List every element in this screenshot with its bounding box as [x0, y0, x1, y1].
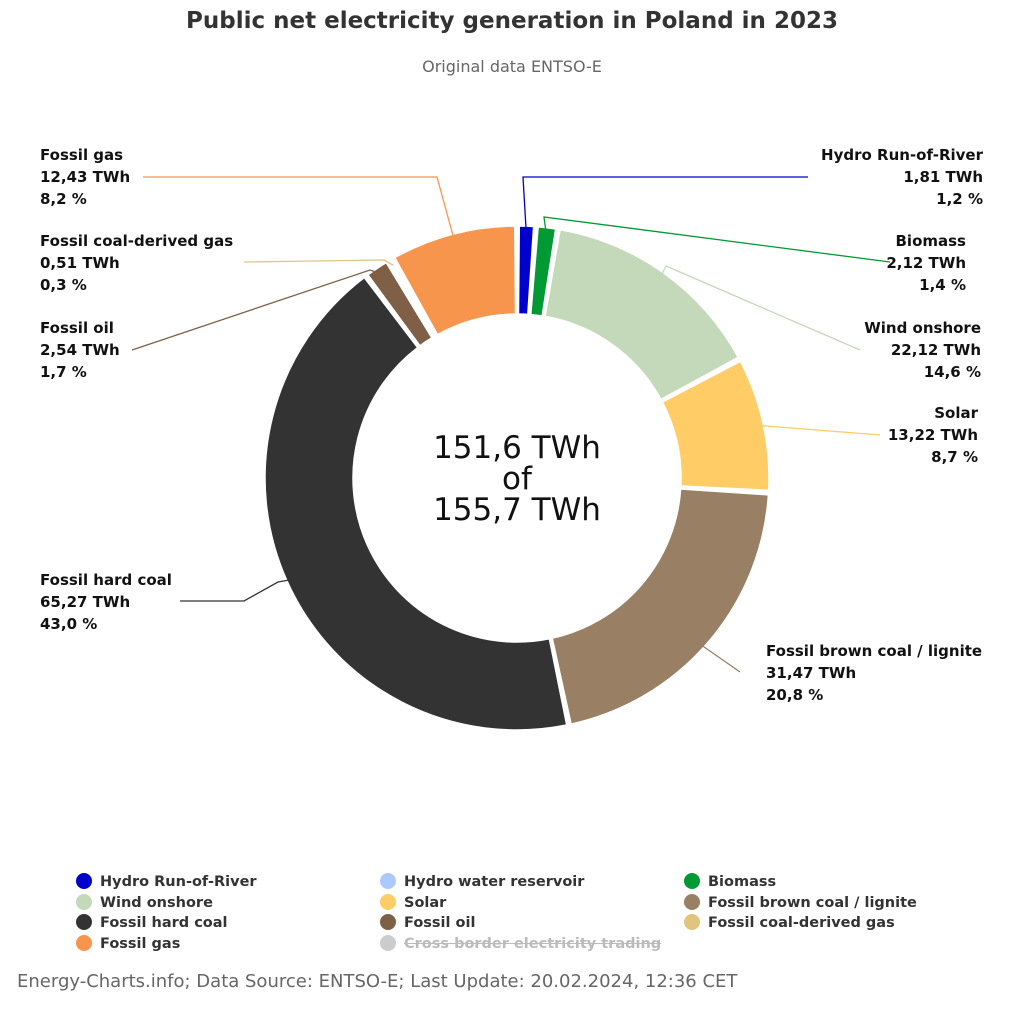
connector-fossil-hard-coal: [180, 578, 293, 602]
connector-hydro-run-of-river: [522, 176, 808, 233]
legend-marker-icon: [684, 873, 700, 889]
label-solar: Solar 13,22 TWh 8,7 %: [888, 404, 979, 466]
slice-solar[interactable]: [661, 360, 770, 492]
center-total-text: 151,6 TWh of 155,7 TWh: [433, 430, 601, 528]
legend-item-hydro-water-reservoir[interactable]: Hydro water reservoir: [380, 873, 584, 890]
legend-label: Fossil gas: [100, 935, 181, 952]
legend-item-hydro-run-of-river[interactable]: Hydro Run-of-River: [76, 873, 257, 890]
legend-label: Fossil oil: [404, 915, 476, 931]
connector-wind-onshore: [659, 265, 861, 351]
legend-marker-icon: [76, 873, 92, 889]
connector-solar: [757, 424, 881, 436]
connector-fossil-oil: [131, 269, 381, 351]
slice-fossil-brown-coal-lignite[interactable]: [551, 488, 770, 725]
legend-item-cross-border-electricity-trading[interactable]: Cross border electricity trading: [380, 934, 662, 952]
legend-item-biomass[interactable]: Biomass: [684, 873, 776, 890]
connector-fossil-gas: [143, 176, 455, 241]
legend-marker-icon: [76, 893, 92, 910]
label-fossil-coal-derived-gas: Fossil coal-derived gas 0,51 TWh 0,3 %: [40, 232, 233, 294]
legend-marker-icon: [684, 893, 700, 910]
label-hydro-run-of-river: Hydro Run-of-River 1,81 TWh 1,2 %: [821, 146, 984, 208]
legend-label: Fossil brown coal / lignite: [708, 894, 917, 911]
connector-fossil-brown-coal-lignite: [695, 637, 741, 673]
legend-marker-icon: [684, 914, 700, 930]
footer-credits: Energy-Charts.info; Data Source: ENTSO-E…: [17, 971, 738, 992]
slice-fossil-coal-derived-gas[interactable]: [389, 259, 436, 338]
label-fossil-oil: Fossil oil 2,54 TWh 1,7 %: [40, 319, 120, 381]
legend-label: Solar: [404, 894, 447, 911]
chart-subtitle: Original data ENTSO-E: [422, 57, 602, 76]
legend-label: Hydro water reservoir: [404, 874, 585, 890]
legend-label: Biomass: [708, 874, 777, 890]
legend-item-fossil-coal-derived-gas[interactable]: Fossil coal-derived gas: [684, 914, 895, 931]
legend-label: Cross border electricity trading: [404, 935, 662, 952]
label-fossil-gas: Fossil gas 12,43 TWh 8,2 %: [40, 146, 130, 208]
legend-item-fossil-brown-coal-lignite[interactable]: Fossil brown coal / lignite: [684, 893, 917, 911]
donut-chart: Hydro Run-of-River 1,81 TWh 1,2 % Biomass 2,…: [40, 146, 984, 731]
label-wind-onshore: Wind onshore 22,12 TWh 14,6 %: [864, 319, 981, 381]
legend-item-fossil-oil[interactable]: Fossil oil: [380, 914, 475, 931]
legend-marker-icon: [380, 893, 396, 910]
legend-marker-icon: [380, 873, 396, 889]
connector-fossil-coal-derived-gas: [243, 259, 394, 266]
legend-marker-icon: [76, 914, 92, 930]
legend-label: Fossil hard coal: [100, 915, 228, 931]
legend-item-wind-onshore[interactable]: Wind onshore: [76, 893, 213, 911]
slice-wind-onshore[interactable]: [544, 228, 739, 401]
chart-title: Public net electricity generation in Pol…: [186, 8, 838, 34]
legend-item-fossil-hard-coal[interactable]: Fossil hard coal: [76, 914, 228, 931]
legend-marker-icon: [380, 934, 396, 951]
slice-fossil-hard-coal[interactable]: [264, 276, 568, 731]
slice-hydro-run-of-river[interactable]: [517, 225, 535, 316]
label-biomass: Biomass 2,12 TWh 1,4 %: [886, 232, 966, 294]
connector-biomass: [543, 216, 891, 263]
legend-marker-icon: [380, 914, 396, 930]
legend-label: Wind onshore: [100, 894, 213, 911]
legend-item-fossil-gas[interactable]: Fossil gas: [76, 934, 181, 952]
legend-label: Hydro Run-of-River: [100, 874, 257, 890]
slice-fossil-gas[interactable]: [393, 225, 517, 336]
slice-fossil-oil[interactable]: [367, 261, 433, 347]
legend-marker-icon: [76, 934, 92, 951]
legend-label: Fossil coal-derived gas: [708, 915, 895, 931]
slice-biomass[interactable]: [530, 226, 557, 317]
label-fossil-hard-coal: Fossil hard coal 65,27 TWh 43,0 %: [40, 571, 172, 633]
label-fossil-brown-coal-lignite: Fossil brown coal / lignite 31,47 TWh 20,8…: [766, 642, 982, 704]
legend-item-solar[interactable]: Solar: [380, 893, 447, 911]
